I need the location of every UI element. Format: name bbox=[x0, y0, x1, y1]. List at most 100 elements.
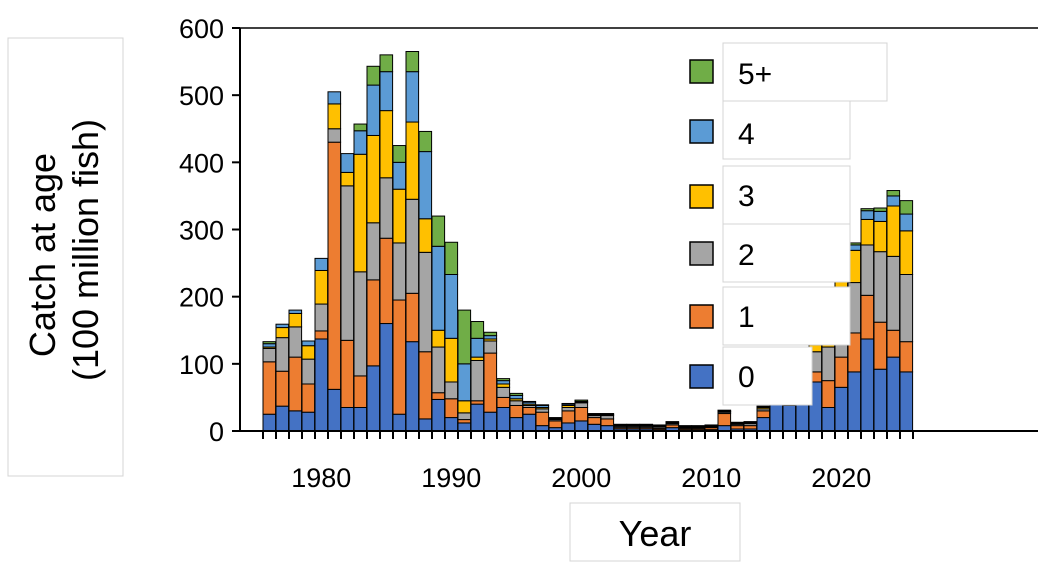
bar-segment-age-1-1998 bbox=[548, 420, 563, 429]
bar-segment-age-0-1986 bbox=[392, 413, 407, 432]
bar-segment-age-4-1982 bbox=[340, 153, 355, 173]
bar-segment-age-2-2024 bbox=[886, 255, 901, 331]
legend-label-3: 3 bbox=[738, 180, 755, 213]
y-tick-label: 200 bbox=[179, 283, 224, 313]
bar-segment-age-1-1994 bbox=[496, 396, 511, 408]
bar-segment-age-4-1977 bbox=[275, 323, 290, 329]
bar-segment-age-5plus-2023 bbox=[873, 207, 888, 212]
bar-segment-age-4-1986 bbox=[392, 161, 407, 190]
bar-segment-age-1-1996 bbox=[522, 406, 537, 415]
bar-segment-age-2-2025 bbox=[899, 274, 914, 343]
bar-segment-age-2-1978 bbox=[288, 326, 303, 358]
bar-segment-age-4-1990 bbox=[444, 274, 459, 339]
bar-segment-age-0-1977 bbox=[275, 405, 290, 432]
bar-segment-age-4-1989 bbox=[431, 245, 446, 331]
bar-segment-age-3-1992 bbox=[470, 356, 485, 361]
legend-label-4: 4 bbox=[738, 118, 755, 151]
x-tick-label: 1990 bbox=[421, 463, 481, 493]
bar-segment-age-0-1976 bbox=[262, 413, 277, 432]
bar-segment-age-3-1990 bbox=[444, 337, 459, 383]
bar-segment-age-2-1976 bbox=[262, 347, 277, 363]
bar-segment-age-0-2025 bbox=[899, 371, 914, 432]
bar-segment-age-5plus-1986 bbox=[392, 145, 407, 163]
bar-segment-age-1-1999 bbox=[561, 410, 576, 424]
bar-segment-age-1-1990 bbox=[444, 398, 459, 419]
bar-segment-age-3-1994 bbox=[496, 383, 511, 388]
bar-segment-age-4-1981 bbox=[327, 91, 342, 105]
y-axis-title-line1: Catch at age bbox=[22, 153, 63, 357]
bar-segment-age-0-1996 bbox=[522, 413, 537, 432]
bar-segment-age-5plus-2014 bbox=[756, 405, 771, 408]
bar-segment-age-5plus-1997 bbox=[535, 404, 550, 406]
legend-label-0: 0 bbox=[738, 361, 755, 394]
y-axis-title: Catch at age (100 million fish) bbox=[22, 119, 106, 381]
legend-entry-frame bbox=[722, 223, 851, 283]
bar-segment-age-5plus-1988 bbox=[418, 130, 433, 153]
bar-segment-age-0-2022 bbox=[860, 338, 875, 432]
y-tick-label: 0 bbox=[209, 417, 224, 447]
bar-segment-age-0-1993 bbox=[483, 411, 498, 432]
y-tick-label: 500 bbox=[179, 81, 224, 111]
legend-swatch-4 bbox=[689, 119, 714, 144]
x-axis-title: Year bbox=[619, 513, 692, 554]
bar-segment-age-2-2022 bbox=[860, 244, 875, 296]
bar-segment-age-1-1980 bbox=[314, 330, 329, 340]
legend-entry-frame bbox=[722, 100, 851, 160]
bar-segment-age-2-1980 bbox=[314, 303, 329, 332]
bar-segment-age-0-1981 bbox=[327, 388, 342, 432]
bar-segment-age-2-1979 bbox=[301, 358, 316, 385]
bar-segment-age-2-1984 bbox=[366, 222, 381, 281]
bar-segment-age-1-2001 bbox=[587, 417, 602, 425]
bar-segment-age-5plus-2004 bbox=[626, 423, 641, 426]
bar-segment-age-2-2019 bbox=[821, 346, 836, 382]
bar-segment-age-0-1991 bbox=[457, 422, 472, 432]
bar-segment-age-1-1983 bbox=[353, 375, 368, 408]
x-tick-label: 1980 bbox=[291, 463, 351, 493]
bar-segment-age-5plus-2010 bbox=[704, 424, 719, 427]
bar-segment-age-4-2024 bbox=[886, 195, 901, 207]
bar-segment-age-5plus-2006 bbox=[652, 424, 667, 427]
y-axis-ticks: 0 100 200 300 400 500 600 bbox=[179, 14, 240, 447]
bar-segment-age-1-2024 bbox=[886, 329, 901, 358]
bar-segment-age-1-2012 bbox=[730, 425, 745, 430]
y-tick-label: 400 bbox=[179, 148, 224, 178]
bar-segment-age-5plus-2003 bbox=[613, 423, 628, 426]
legend-swatch-1 bbox=[689, 304, 714, 329]
x-tick-label: 2020 bbox=[811, 463, 871, 493]
bar-segment-age-2-1989 bbox=[431, 346, 446, 394]
bar-segment-age-4-1978 bbox=[288, 309, 303, 314]
y-axis-title-frame bbox=[7, 37, 124, 477]
bar-segment-age-4-2023 bbox=[873, 210, 888, 222]
bar-segment-age-5plus-1992 bbox=[470, 321, 485, 339]
bar-segment-age-2-1994 bbox=[496, 386, 511, 398]
bar-segment-age-3-1980 bbox=[314, 269, 329, 305]
bar-segment-age-2-1981 bbox=[327, 128, 342, 143]
bar-segment-age-1-1989 bbox=[431, 392, 446, 400]
bar-segment-age-3-1986 bbox=[392, 188, 407, 244]
bar-segment-age-4-1993 bbox=[483, 335, 498, 340]
bar-segment-age-5plus-2002 bbox=[600, 413, 615, 415]
bar-segment-age-1-2014 bbox=[756, 410, 771, 419]
bar-segment-age-4-1980 bbox=[314, 257, 329, 271]
bar-segment-age-2-1988 bbox=[418, 251, 433, 353]
bar-segment-age-1-2022 bbox=[860, 294, 875, 340]
bar-segment-age-5plus-2008 bbox=[678, 425, 693, 427]
bar-segment-age-4-1995 bbox=[509, 394, 524, 400]
bar-segment-age-1-2011 bbox=[717, 413, 732, 427]
x-axis-title-frame bbox=[569, 502, 741, 562]
legend-entry-frame bbox=[722, 42, 888, 102]
bar-segment-age-0-1979 bbox=[301, 411, 316, 432]
bar-segment-age-5plus-1996 bbox=[522, 400, 537, 403]
bar-segment-age-5plus-2024 bbox=[886, 190, 901, 197]
bar-segment-age-4-1994 bbox=[496, 380, 511, 385]
bar-segment-age-1-1986 bbox=[392, 299, 407, 415]
bar-segment-age-5plus-2012 bbox=[730, 421, 745, 424]
legend-entry-frame bbox=[722, 286, 851, 346]
bar-segment-age-5plus-1984 bbox=[366, 65, 381, 86]
bar-segment-age-2-1986 bbox=[392, 242, 407, 301]
bar-segment-age-0-1980 bbox=[314, 338, 329, 432]
bar-segment-age-0-2000 bbox=[574, 420, 589, 432]
bar-segment-age-1-1988 bbox=[418, 351, 433, 420]
bar-segment-age-0-2019 bbox=[821, 406, 836, 432]
